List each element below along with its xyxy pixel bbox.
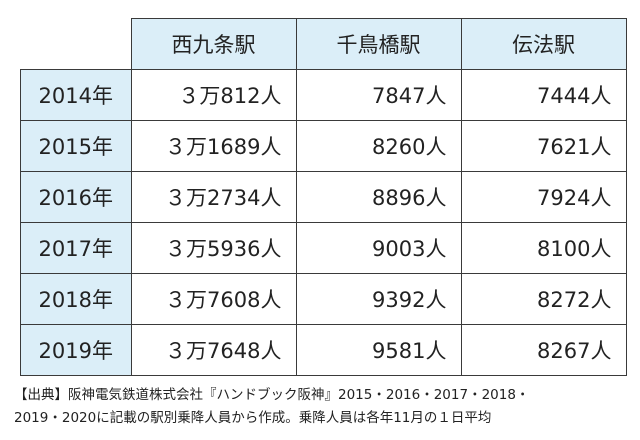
table-cell: 9581人 (295, 324, 462, 376)
corner-cell (20, 18, 132, 70)
source-note: 2019・2020に記載の駅別乗降人員から作成。乗降人員は各年11月の１日平均 (14, 410, 492, 426)
table-cell: 9003人 (295, 222, 462, 274)
table-cell: 7621人 (460, 120, 627, 172)
table-row: 2015年 ３万1689人 8260人 7621人 (20, 120, 627, 172)
table-cell: 7847人 (295, 69, 462, 121)
source-note: 【出典】阪神電気鉄道株式会社『ハンドブック阪神』2015・2016・2017・2… (14, 387, 530, 403)
table-cell: 8100人 (460, 222, 627, 274)
table-cell: 9392人 (295, 273, 462, 325)
table-row: 2019年 ３万7648人 9581人 8267人 (20, 324, 627, 376)
column-header: 西九条駅 (130, 18, 297, 70)
table-cell: ３万812人 (130, 69, 297, 121)
table-cell: ３万7608人 (130, 273, 297, 325)
table-row: 2014年 ３万812人 7847人 7444人 (20, 69, 627, 121)
table-row: 2017年 ３万5936人 9003人 8100人 (20, 222, 627, 274)
row-header: 2015年 (20, 120, 132, 172)
table-cell: ３万2734人 (130, 171, 297, 223)
table-cell: ３万7648人 (130, 324, 297, 376)
table-cell: 8896人 (295, 171, 462, 223)
table-cell: ３万1689人 (130, 120, 297, 172)
table-cell: 7924人 (460, 171, 627, 223)
ridership-table: 西九条駅 千鳥橋駅 伝法駅 2014年 ３万812人 7847人 7444人 2015年 ３万1… (20, 18, 627, 376)
table-cell: 8267人 (460, 324, 627, 376)
table-cell: 8272人 (460, 273, 627, 325)
table-cell: 7444人 (460, 69, 627, 121)
row-header: 2014年 (20, 69, 132, 121)
row-header: 2017年 (20, 222, 132, 274)
row-header: 2019年 (20, 324, 132, 376)
row-header: 2018年 (20, 273, 132, 325)
column-header: 伝法駅 (460, 18, 627, 70)
row-header: 2016年 (20, 171, 132, 223)
table-cell: 8260人 (295, 120, 462, 172)
header-row: 西九条駅 千鳥橋駅 伝法駅 (20, 18, 627, 70)
column-header: 千鳥橋駅 (295, 18, 462, 70)
table-cell: ３万5936人 (130, 222, 297, 274)
table-row: 2018年 ３万7608人 9392人 8272人 (20, 273, 627, 325)
table-row: 2016年 ３万2734人 8896人 7924人 (20, 171, 627, 223)
